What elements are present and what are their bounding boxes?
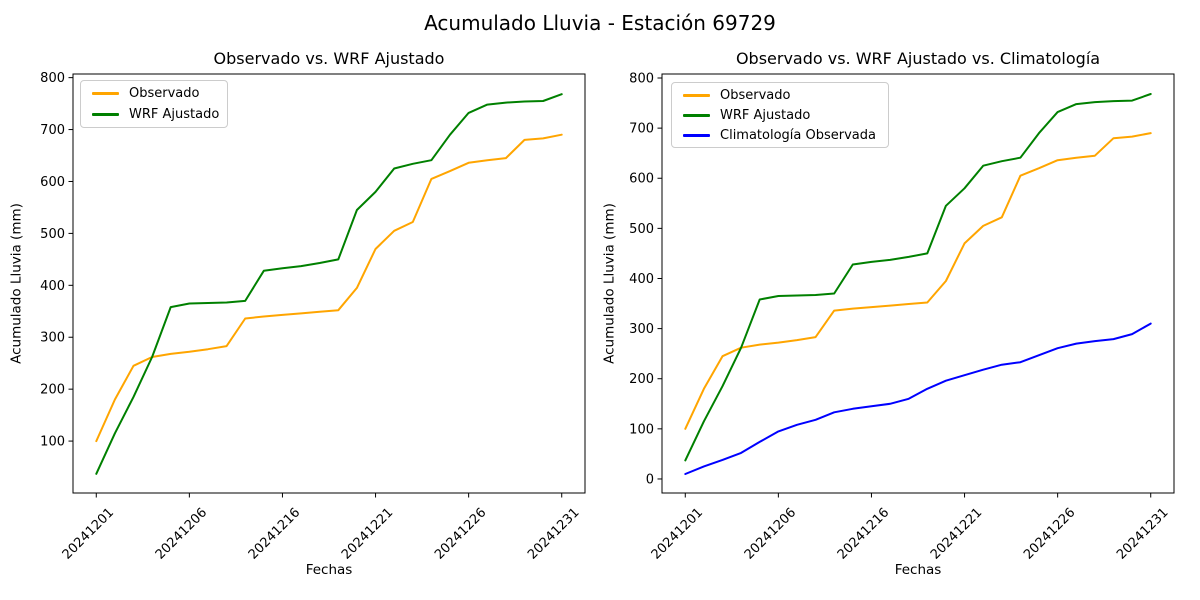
axes-frame	[72, 73, 586, 494]
left-chart-legend: Observado WRF Ajustado	[80, 80, 228, 128]
y-tick-label: 700	[629, 122, 654, 137]
x-tick-label: 20241206	[153, 505, 210, 562]
y-tick-label: 800	[629, 72, 654, 87]
legend-entry-wrf-ajustado: WRF Ajustado	[672, 105, 888, 125]
y-tick-label: 500	[40, 227, 65, 242]
y-tick-label: 500	[629, 222, 654, 237]
legend-label-wrf-ajustado: WRF Ajustado	[129, 107, 220, 122]
legend-line-climatologia-icon	[683, 133, 710, 137]
y-tick-label: 400	[40, 279, 65, 294]
series-line-wrf-ajustado	[684, 93, 1152, 462]
legend-line-wrf-ajustado-icon	[683, 113, 710, 117]
right-chart-title: Observado vs. WRF Ajustado vs. Climatolo…	[735, 49, 1101, 68]
legend-entry-observado: Observado	[81, 83, 227, 104]
x-tick-label: 20241216	[246, 505, 303, 562]
chart-observado-wrf: 100 200 300 400 500 600 700 800 20241201 20241206…	[40, 71, 586, 563]
y-tick-label: 600	[629, 172, 654, 187]
right-x-axis-label: Fechas	[894, 562, 942, 578]
y-tick-label: 100	[40, 435, 65, 450]
x-tick-label: 20241231	[525, 505, 582, 562]
legend-entry-observado: Observado	[672, 85, 888, 105]
legend-label-observado: Observado	[129, 86, 200, 101]
y-tick-label: 200	[40, 383, 65, 398]
legend-line-observado-icon	[92, 92, 119, 95]
x-tick-label: 20241201	[60, 505, 117, 562]
series-line-climatología-observada	[684, 322, 1152, 475]
legend-label-climatologia: Climatología Observada	[720, 127, 876, 143]
legend-label-observado: Observado	[720, 87, 791, 103]
legend-label-wrf-ajustado: WRF Ajustado	[720, 107, 811, 123]
series-line-observado	[684, 132, 1152, 430]
legend-line-wrf-ajustado-icon	[92, 113, 119, 116]
y-tick-label: 200	[629, 372, 654, 387]
figure-title: Acumulado Lluvia - Estación 69729	[424, 11, 776, 35]
legend-line-observado-icon	[683, 93, 710, 97]
y-tick-label: 0	[646, 472, 654, 487]
left-chart-title: Observado vs. WRF Ajustado	[213, 49, 445, 68]
y-tick-label: 400	[629, 272, 654, 287]
x-tick-label: 20241226	[432, 505, 489, 562]
series-line-wrf-ajustado	[95, 93, 563, 475]
axes-frame	[661, 73, 1175, 494]
y-tick-label: 800	[40, 71, 65, 86]
x-tick-label: 20241221	[928, 505, 985, 562]
right-chart-legend: Observado WRF Ajustado Climatología Obse…	[671, 82, 889, 148]
y-tick-label: 600	[40, 175, 65, 190]
x-tick-label: 20241226	[1021, 505, 1078, 562]
x-tick-label: 20241231	[1114, 505, 1171, 562]
x-tick-label: 20241206	[742, 505, 799, 562]
x-tick-label: 20241201	[649, 505, 706, 562]
x-tick-label: 20241216	[835, 505, 892, 562]
legend-entry-wrf-ajustado: WRF Ajustado	[81, 104, 227, 125]
series-line-observado	[95, 133, 563, 443]
left-x-axis-label: Fechas	[305, 562, 353, 578]
x-tick-label: 20241221	[339, 505, 396, 562]
y-tick-label: 300	[629, 322, 654, 337]
y-tick-label: 300	[40, 331, 65, 346]
legend-entry-climatologia-observada: Climatología Observada	[672, 125, 888, 145]
y-tick-label: 100	[629, 422, 654, 437]
y-tick-label: 700	[40, 123, 65, 138]
